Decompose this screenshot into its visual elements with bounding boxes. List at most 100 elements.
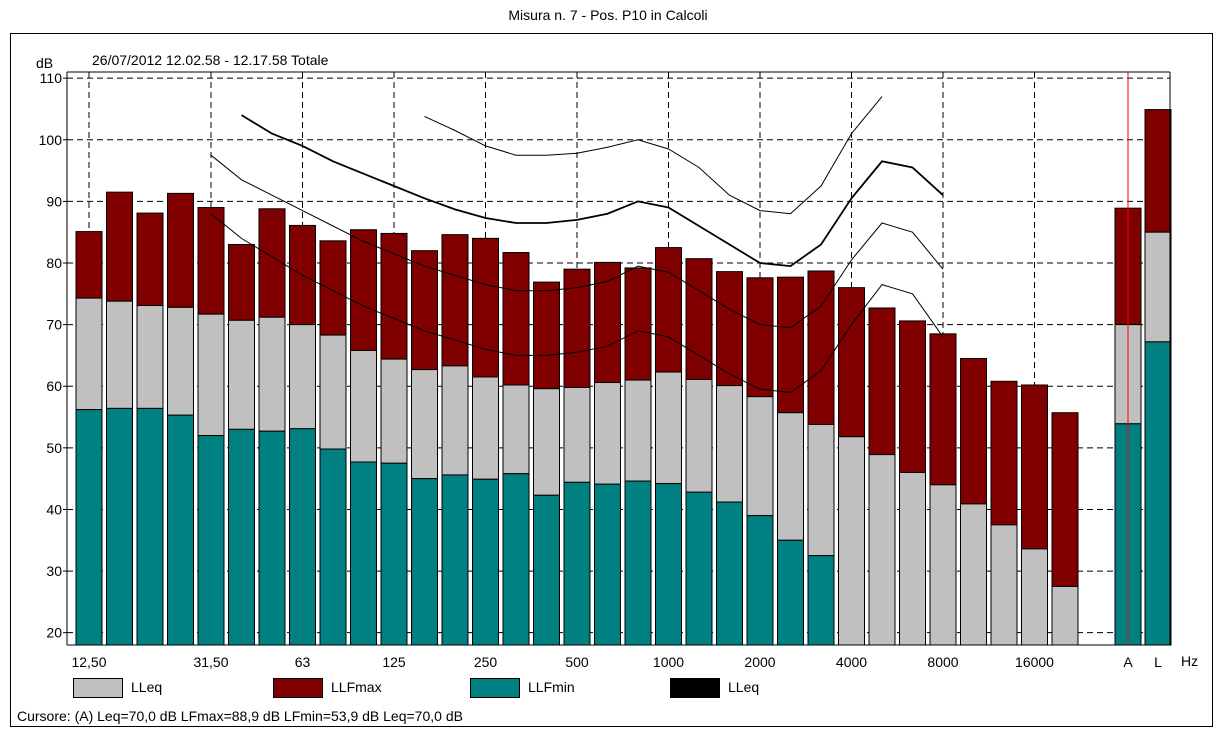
legend-swatch-lleq bbox=[73, 678, 123, 698]
bar-llfmin bbox=[441, 474, 469, 646]
x-tick-label: 500 bbox=[565, 654, 589, 670]
bar-llfmax bbox=[197, 207, 225, 315]
bar-llfmax bbox=[75, 231, 103, 299]
bar-llfmax bbox=[167, 192, 194, 308]
bar-lleq bbox=[1021, 548, 1048, 646]
bar-llfmax bbox=[716, 271, 743, 387]
x-tick-label: 8000 bbox=[927, 654, 958, 670]
bar-lleq bbox=[777, 412, 804, 541]
bar-llfmax bbox=[411, 250, 438, 371]
bar-llfmin bbox=[106, 407, 133, 646]
bar-lleq bbox=[167, 306, 194, 416]
x-tick-label: A bbox=[1123, 654, 1133, 670]
bar-llfmax bbox=[380, 232, 408, 360]
bar-lleq bbox=[106, 300, 133, 409]
x-tick-label: 1000 bbox=[653, 654, 684, 670]
y-tick-label: 50 bbox=[46, 440, 62, 456]
bar-llfmax bbox=[106, 191, 133, 302]
bar-lleq bbox=[960, 503, 987, 646]
bar-llfmax bbox=[563, 268, 591, 388]
bar-lleq bbox=[655, 371, 682, 485]
bar-lleq bbox=[1144, 231, 1172, 343]
bar-llfmin bbox=[197, 435, 225, 646]
bar-llfmax bbox=[441, 234, 469, 367]
chart-title: Misura n. 7 - Pos. P10 in Calcoli bbox=[508, 7, 708, 23]
bar-llfmin bbox=[624, 480, 652, 646]
bar-llfmin bbox=[807, 555, 835, 646]
bar-llfmax bbox=[807, 270, 835, 425]
bar-llfmax bbox=[990, 380, 1018, 526]
bar-lleq bbox=[899, 471, 926, 646]
y-tick-label: 60 bbox=[46, 378, 62, 394]
y-tick-label: 80 bbox=[46, 255, 62, 271]
bar-lleq bbox=[319, 334, 347, 450]
x-tick-label: 12,50 bbox=[71, 654, 106, 670]
bar-llfmax bbox=[319, 240, 347, 336]
bar-llfmax bbox=[472, 237, 499, 378]
bar-llfmin bbox=[777, 539, 804, 646]
x-tick-label: 16000 bbox=[1015, 654, 1054, 670]
legend-swatch-llfmin bbox=[470, 678, 520, 698]
x-tick-label: 63 bbox=[295, 654, 311, 670]
bar-llfmax bbox=[1021, 384, 1048, 550]
bar-llfmin bbox=[136, 407, 164, 646]
curve-4 bbox=[210, 213, 944, 393]
bar-llfmin bbox=[685, 491, 713, 646]
y-axis-label: dB bbox=[36, 55, 54, 71]
bar-lleq bbox=[716, 385, 743, 503]
bar-lleq bbox=[197, 313, 225, 437]
x-tick-label: 250 bbox=[474, 654, 498, 670]
bar-llfmax bbox=[777, 276, 804, 414]
bar-llfmax bbox=[746, 277, 774, 398]
bar-lleq bbox=[990, 524, 1018, 646]
bar-llfmin bbox=[258, 430, 286, 646]
legend-label-lleq: LLeq bbox=[131, 679, 163, 695]
legend-swatch-lleq-line bbox=[670, 678, 720, 698]
x-tick-label: 4000 bbox=[836, 654, 867, 670]
bar-llfmax bbox=[868, 307, 896, 456]
y-tick-label: 30 bbox=[46, 563, 62, 579]
bar-llfmin bbox=[319, 448, 347, 646]
bar-llfmin bbox=[563, 481, 591, 646]
bar-lleq bbox=[533, 388, 560, 496]
bar-lleq bbox=[258, 316, 286, 432]
bar-lleq bbox=[563, 386, 591, 483]
bar-lleq bbox=[380, 358, 408, 464]
bar-llfmax bbox=[655, 247, 682, 373]
bar-llfmin bbox=[75, 409, 103, 646]
bar-lleq bbox=[594, 382, 621, 485]
bar-llfmin bbox=[350, 461, 377, 646]
bar-llfmax bbox=[685, 258, 713, 380]
x-tick-label: L bbox=[1154, 654, 1162, 670]
bar-llfmin bbox=[594, 483, 621, 646]
bar-lleq bbox=[411, 369, 438, 480]
curve-2 bbox=[241, 114, 944, 268]
bar-lleq bbox=[472, 376, 499, 480]
x-tick-label: 31,50 bbox=[193, 654, 228, 670]
bar-lleq bbox=[75, 297, 103, 411]
legend-label-llfmin: LLFmin bbox=[528, 679, 575, 695]
bar-lleq bbox=[838, 436, 865, 646]
bar-llfmax bbox=[1144, 109, 1172, 233]
curve-3 bbox=[210, 154, 944, 329]
bar-llfmax bbox=[838, 287, 865, 438]
bar-lleq bbox=[807, 423, 835, 557]
bar-llfmin bbox=[380, 462, 408, 646]
curve-1 bbox=[424, 96, 883, 215]
x-tick-label: 2000 bbox=[744, 654, 775, 670]
bar-lleq bbox=[1051, 585, 1079, 646]
bar-llfmax bbox=[960, 358, 987, 505]
x-unit-label: Hz bbox=[1181, 653, 1199, 669]
bar-llfmin bbox=[716, 501, 743, 646]
bar-lleq bbox=[685, 378, 713, 493]
noise-rating-curves bbox=[210, 96, 944, 393]
y-tick-label: 40 bbox=[46, 501, 62, 517]
bar-llfmax bbox=[1051, 412, 1079, 587]
bar-lleq bbox=[868, 454, 896, 646]
bar-llfmax bbox=[502, 252, 530, 386]
bar-lleq bbox=[929, 484, 957, 646]
legend-swatch-llfmax bbox=[273, 678, 323, 698]
bar-llfmin bbox=[167, 414, 194, 646]
bar-lleq bbox=[441, 365, 469, 476]
